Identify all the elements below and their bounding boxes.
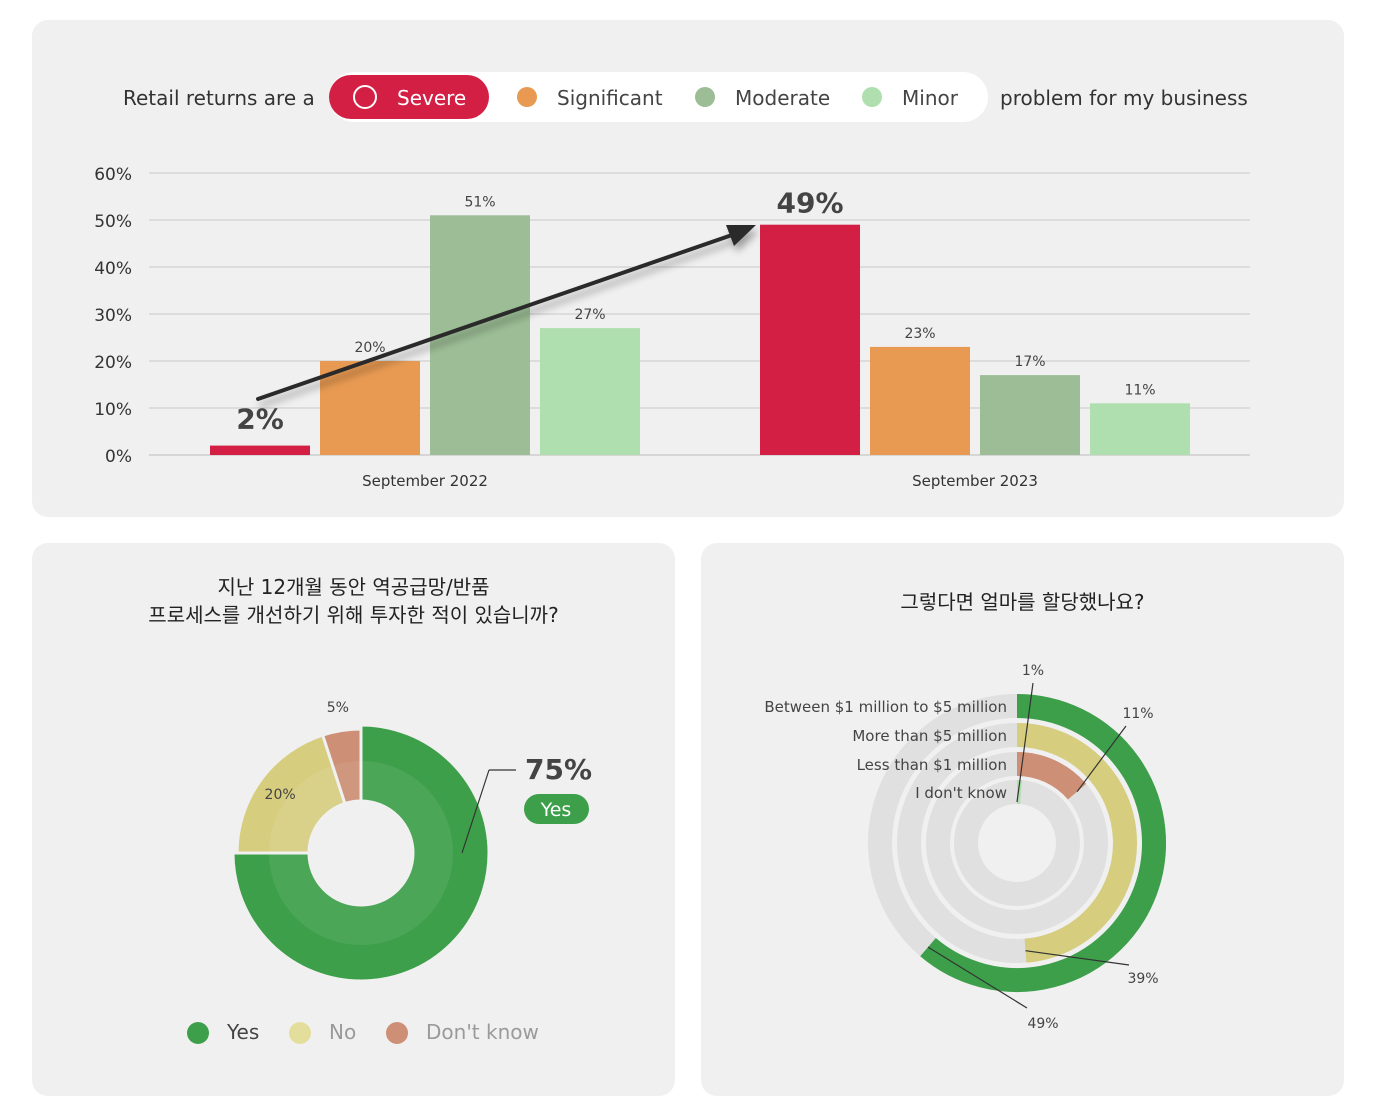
x-tick-label: September 2023 — [912, 472, 1038, 490]
trend-arrow-head — [726, 225, 756, 246]
x-tick-label: September 2022 — [362, 472, 488, 490]
legend-dot — [187, 1022, 209, 1044]
trend-arrow — [256, 225, 756, 401]
legend-dot — [386, 1022, 408, 1044]
data-label: 23% — [904, 326, 935, 342]
donut-title: 지난 12개월 동안 역공급망/반품 프로세스를 개선하기 위해 투자한 적이 … — [32, 573, 675, 629]
bar — [980, 375, 1080, 455]
highlight-label: 2% — [236, 403, 284, 436]
legend-label: Severe — [397, 86, 467, 110]
value-leader — [927, 946, 1028, 1009]
radial-track — [954, 780, 1018, 906]
y-tick-label: 60% — [94, 165, 132, 185]
radial-category-label: More than $5 million — [852, 727, 1007, 745]
bar — [540, 328, 640, 455]
legend-label: Don't know — [426, 1020, 539, 1044]
donut-slice — [320, 727, 363, 806]
radial-title: 그렇다면 얼마를 할당했나요? — [900, 590, 1145, 614]
legend-item-moderate[interactable]: Moderate — [685, 75, 845, 119]
legend-prefix: Retail returns are a — [123, 86, 315, 110]
y-tick-label: 20% — [94, 353, 132, 373]
data-label: 20% — [354, 340, 385, 356]
bar-chart: 0% 10% 20% 30% 40% 50% 60% 2% 20% 51% 27% Septembe… — [94, 165, 1250, 490]
legend-item-severe[interactable]: Severe — [329, 75, 489, 119]
donut-title-line2: 프로세스를 개선하기 위해 투자한 적이 있습니까? — [148, 603, 559, 627]
radial-track — [1016, 780, 1080, 844]
slice-label: 5% — [327, 700, 349, 716]
radial-track — [897, 723, 1018, 963]
callout-value: 75% — [525, 753, 592, 786]
radial-category-label: Less than $1 million — [857, 756, 1007, 774]
legend-item-minor[interactable]: Minor — [852, 75, 972, 119]
value-label: 1% — [1022, 663, 1044, 679]
callout-leader — [461, 769, 490, 854]
legend-row: Retail returns are a Severe Significant … — [32, 72, 1344, 124]
inner-ring — [269, 761, 453, 945]
radial-bar — [1016, 723, 1137, 963]
legend-suffix: problem for my business — [1000, 86, 1248, 110]
legend-dot — [695, 87, 715, 107]
data-label: 17% — [1014, 354, 1045, 370]
radial-bar — [1016, 752, 1087, 800]
y-tick-label: 0% — [105, 447, 132, 467]
slice-label: 20% — [265, 787, 296, 803]
bar — [210, 445, 310, 455]
radial-bar — [920, 694, 1166, 992]
bar — [1090, 403, 1190, 455]
data-label: 11% — [1124, 382, 1155, 398]
radial-track — [926, 752, 1018, 934]
value-leader — [1025, 950, 1130, 966]
value-label: 39% — [1127, 971, 1158, 987]
value-leader — [1076, 725, 1127, 793]
donut-legend: Yes No Don't know — [32, 1018, 675, 1048]
bar — [760, 224, 860, 455]
legend-dot — [517, 87, 537, 107]
legend-item-significant[interactable]: Significant — [507, 75, 677, 119]
value-leader — [1016, 682, 1034, 803]
radial-category-label: I don't know — [915, 784, 1007, 802]
data-label: 27% — [574, 307, 605, 323]
legend-label: Yes — [227, 1020, 260, 1044]
donut-title-line1: 지난 12개월 동안 역공급망/반품 — [217, 575, 490, 599]
ring-icon — [353, 85, 377, 109]
legend-pill: Severe Significant Moderate Minor — [329, 72, 988, 122]
radial-bar-chart: Between $1 million to $5 million More tha… — [764, 663, 1166, 1032]
radial-track — [1016, 842, 1080, 906]
donut-panel: 지난 12개월 동안 역공급망/반품 프로세스를 개선하기 위해 투자한 적이 … — [32, 543, 675, 1096]
y-tick-label: 50% — [94, 212, 132, 232]
legend-label: No — [329, 1020, 357, 1044]
y-tick-label: 30% — [94, 306, 132, 326]
legend-dot — [289, 1022, 311, 1044]
donut-slice — [235, 733, 347, 855]
y-tick-label: 40% — [94, 259, 132, 279]
bar — [320, 361, 420, 455]
callout-badge: Yes — [540, 799, 572, 821]
highlight-label: 49% — [776, 187, 843, 220]
donut-slice — [231, 723, 491, 983]
radial-category-label: Between $1 million to $5 million — [764, 698, 1007, 716]
legend-label: Moderate — [735, 86, 831, 110]
donut-chart: 20% 5% 75% Yes — [231, 700, 592, 983]
callout-badge-bg — [524, 794, 589, 824]
legend-label: Significant — [557, 86, 663, 110]
radial-panel: 그렇다면 얼마를 할당했나요? Between $1 million to $5… — [701, 543, 1344, 1096]
legend-label: Minor — [902, 86, 958, 110]
legend-dot — [862, 87, 882, 107]
data-label: 51% — [464, 194, 495, 210]
trend-arrow-shaft — [256, 233, 734, 401]
value-label: 11% — [1122, 706, 1153, 722]
radial-track — [1016, 842, 1108, 934]
bar-chart-panel: Retail returns are a Severe Significant … — [32, 20, 1344, 517]
y-tick-label: 10% — [94, 400, 132, 420]
value-label: 49% — [1027, 1016, 1058, 1032]
bar — [870, 346, 970, 455]
